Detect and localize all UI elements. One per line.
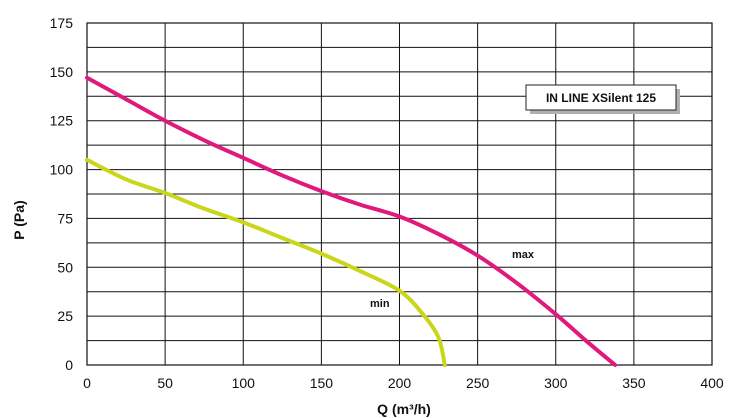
grid <box>86 22 713 366</box>
y-tick-label: 50 <box>57 259 73 275</box>
x-tick-label: 400 <box>700 375 724 391</box>
y-tick-label: 25 <box>57 308 73 324</box>
plot-frame <box>86 22 713 366</box>
y-tick-label: 100 <box>50 162 74 178</box>
series-line-max <box>85 75 618 367</box>
series-line-min <box>85 157 447 367</box>
y-tick-label: 125 <box>50 113 74 129</box>
y-tick-label: 0 <box>65 357 73 373</box>
x-tick-label: 200 <box>388 375 412 391</box>
x-tick-label: 0 <box>83 375 91 391</box>
x-tick-label: 150 <box>310 375 334 391</box>
x-tick-label: 300 <box>544 375 568 391</box>
series-label-min: min <box>370 298 390 310</box>
y-tick-label: 75 <box>57 210 73 226</box>
legend-text: IN LINE XSilent 125 <box>546 91 656 105</box>
legend-box: IN LINE XSilent 125 <box>525 84 680 114</box>
x-tick-label: 350 <box>622 375 646 391</box>
y-axis-label: P (Pa) <box>11 200 27 239</box>
x-tick-label: 100 <box>232 375 256 391</box>
y-tick-label: 150 <box>50 64 74 80</box>
tick-labels: 0 50 100 150 200 250 300 350 400 0 25 50 75 100 125 150… <box>50 15 724 391</box>
y-tick-label: 175 <box>50 15 74 31</box>
series-layer <box>85 75 618 367</box>
x-tick-label: 250 <box>466 375 490 391</box>
x-tick-label: 50 <box>157 375 173 391</box>
x-axis-label: Q (m³/h) <box>377 401 431 417</box>
series-label-max: max <box>512 249 535 261</box>
